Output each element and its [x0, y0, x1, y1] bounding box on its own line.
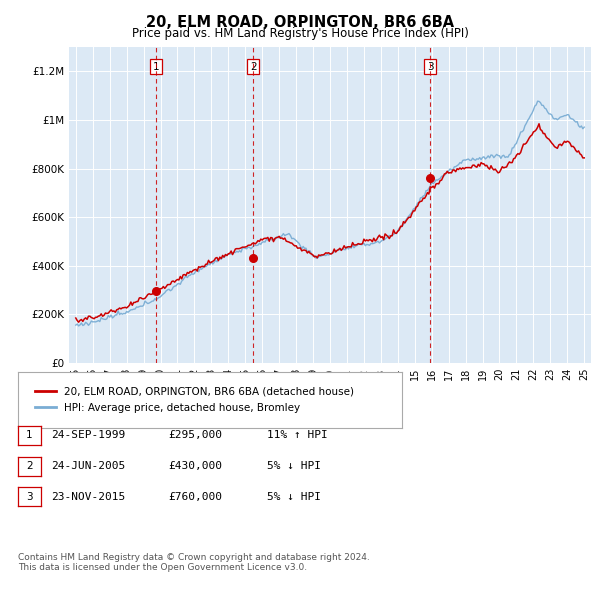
Legend: 20, ELM ROAD, ORPINGTON, BR6 6BA (detached house), HPI: Average price, detached : 20, ELM ROAD, ORPINGTON, BR6 6BA (detach…: [31, 383, 358, 417]
Text: 24-JUN-2005: 24-JUN-2005: [51, 461, 125, 471]
Text: £760,000: £760,000: [168, 492, 222, 502]
Text: 11% ↑ HPI: 11% ↑ HPI: [267, 431, 328, 440]
Text: This data is licensed under the Open Government Licence v3.0.: This data is licensed under the Open Gov…: [18, 563, 307, 572]
Text: 23-NOV-2015: 23-NOV-2015: [51, 492, 125, 502]
Text: 5% ↓ HPI: 5% ↓ HPI: [267, 461, 321, 471]
Text: Contains HM Land Registry data © Crown copyright and database right 2024.: Contains HM Land Registry data © Crown c…: [18, 553, 370, 562]
Text: 24-SEP-1999: 24-SEP-1999: [51, 431, 125, 440]
Text: 20, ELM ROAD, ORPINGTON, BR6 6BA: 20, ELM ROAD, ORPINGTON, BR6 6BA: [146, 15, 454, 30]
Text: £295,000: £295,000: [168, 431, 222, 440]
Text: 1: 1: [152, 61, 159, 71]
Text: 5% ↓ HPI: 5% ↓ HPI: [267, 492, 321, 502]
Text: 1: 1: [26, 431, 33, 440]
Text: 2: 2: [26, 461, 33, 471]
Text: Price paid vs. HM Land Registry's House Price Index (HPI): Price paid vs. HM Land Registry's House …: [131, 27, 469, 40]
Text: £430,000: £430,000: [168, 461, 222, 471]
Text: 3: 3: [427, 61, 433, 71]
Text: 2: 2: [250, 61, 257, 71]
Text: 3: 3: [26, 492, 33, 502]
